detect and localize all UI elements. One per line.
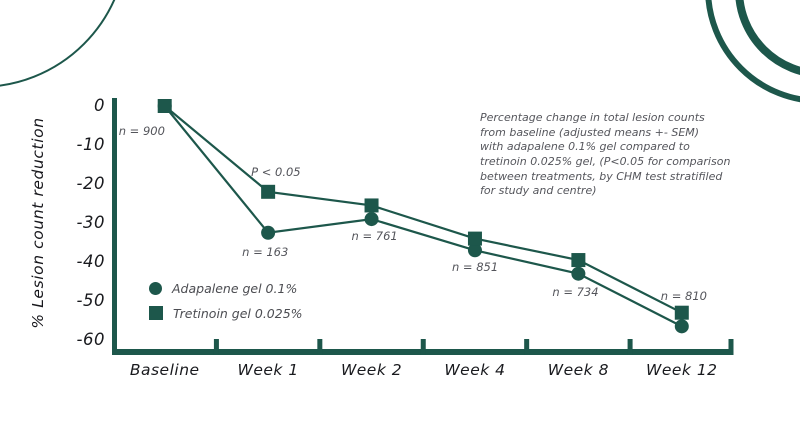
x-category-label: Baseline	[129, 361, 200, 379]
y-tick-label: -50	[76, 291, 105, 310]
y-tick-label: -60	[76, 330, 105, 349]
x-category-label: Week 2	[340, 361, 403, 379]
legend: Adapalene gel 0.1% Tretinoin gel 0.025%	[149, 281, 303, 331]
point-label: n = 851	[451, 260, 499, 275]
legend-item-tretinoin: Tretinoin gel 0.025%	[149, 305, 303, 321]
data-point-circle	[674, 319, 689, 334]
point-label: n = 810	[660, 288, 707, 303]
square-marker-icon	[149, 306, 163, 320]
x-category-label: Week 8	[547, 361, 609, 379]
y-tick-label: 0	[94, 96, 105, 115]
point-label: n = 900	[118, 124, 165, 138]
x-axis-tick	[524, 339, 530, 355]
data-point-circle	[467, 243, 482, 258]
y-tick-label: -20	[76, 174, 105, 193]
legend-item-adapalene: Adapalene gel 0.1%	[149, 280, 303, 296]
data-point-square	[157, 99, 172, 113]
data-point-square	[261, 184, 276, 199]
point-label: n = 163	[242, 244, 289, 259]
x-axis-tick	[317, 339, 323, 355]
point-label: P < 0.05	[251, 164, 301, 179]
series-line-adapalene	[163, 105, 683, 328]
y-axis-line	[112, 98, 117, 355]
legend-label-adapalene: Adapalene gel 0.1%	[172, 280, 298, 296]
data-point-circle	[261, 225, 276, 240]
x-category-label: Week 4	[444, 361, 506, 379]
x-category-label: Week 1	[237, 361, 299, 379]
y-tick-label: -30	[76, 213, 105, 232]
x-axis-tick	[728, 339, 734, 355]
legend-label-tretinoin: Tretinoin gel 0.025%	[173, 305, 303, 321]
y-tick-label: -10	[76, 135, 105, 154]
data-point-circle	[571, 266, 586, 281]
x-axis-tick	[420, 339, 426, 355]
data-point-square	[674, 305, 689, 320]
x-axis-tick	[627, 339, 633, 355]
data-point-square	[467, 231, 482, 246]
data-point-square	[571, 253, 586, 268]
point-label: n = 761	[351, 229, 398, 244]
x-category-label: Week 12	[646, 361, 718, 379]
series-line-tretinoin	[164, 105, 683, 314]
circle-marker-icon	[149, 281, 162, 295]
y-tick-label: -40	[76, 252, 105, 271]
point-label: n = 734	[552, 284, 599, 299]
x-axis-tick	[213, 339, 219, 355]
data-point-square	[364, 198, 379, 213]
chart-annotation: Percentage change in total lesion counts…	[480, 111, 731, 198]
data-point-circle	[364, 212, 379, 227]
